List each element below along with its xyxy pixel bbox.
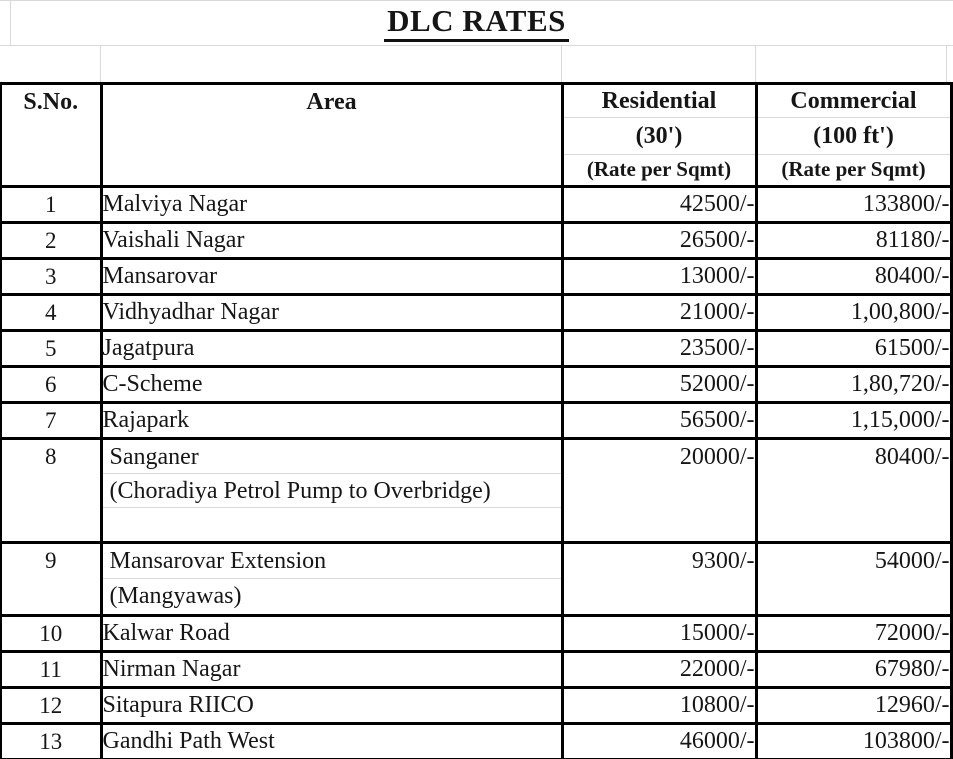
commercial-rate-cell: 80400/- <box>754 257 953 296</box>
commercial-rate-cell: 54000/- <box>754 541 953 617</box>
title-row: DLC RATES <box>0 0 953 46</box>
area-cell: C-Scheme <box>99 365 564 404</box>
commercial-rate-cell: 133800/- <box>754 185 953 224</box>
table-row: 9 Mansarovar Extension (Mangyawas) 9300/… <box>0 541 953 617</box>
header-cell-sno: S.No. <box>0 82 103 188</box>
gridline-vertical <box>10 1 11 45</box>
sno-cell: 10 <box>0 614 103 653</box>
table-row: 2 Vaishali Nagar 26500/- 81180/- <box>0 221 953 260</box>
area-line-2: (Choradiya Petrol Pump to Overbridge) <box>104 474 559 508</box>
area-cell: Sitapura RIICO <box>99 686 564 725</box>
area-cell: Malviya Nagar <box>99 185 564 224</box>
commercial-rate-cell: 1,15,000/- <box>754 401 953 440</box>
area-cell: Vidhyadhar Nagar <box>99 293 564 332</box>
area-cell: Vaishali Nagar <box>99 221 564 260</box>
gridline-vertical <box>946 46 947 82</box>
residential-rate-cell: 42500/- <box>560 185 758 224</box>
area-cell: Rajapark <box>99 401 564 440</box>
table-row: 5 Jagatpura 23500/- 61500/- <box>0 329 953 368</box>
area-cell: Kalwar Road <box>99 614 564 653</box>
area-cell: Nirman Nagar <box>99 650 564 689</box>
area-line-1: Sanganer <box>104 442 559 474</box>
sno-cell: 5 <box>0 329 103 368</box>
table-row: 4 Vidhyadhar Nagar 21000/- 1,00,800/- <box>0 293 953 332</box>
area-line-2: (Mangyawas) <box>109 583 242 609</box>
page-title: DLC RATES <box>384 3 569 43</box>
table-header-row: S.No. Area Residential (30') (Rate per S… <box>0 82 953 188</box>
gridline-vertical <box>561 46 562 82</box>
sno-cell: 2 <box>0 221 103 260</box>
table-row: 6 C-Scheme 52000/- 1,80,720/- <box>0 365 953 404</box>
gridline-vertical <box>755 46 756 82</box>
commercial-rate-cell: 1,80,720/- <box>754 365 953 404</box>
header-residential-width: (30') <box>565 118 753 155</box>
residential-rate-cell: 56500/- <box>560 401 758 440</box>
area-cell: Mansarovar Extension (Mangyawas) <box>99 541 564 617</box>
dlc-rates-table: S.No. Area Residential (30') (Rate per S… <box>0 82 953 759</box>
table-row: 12 Sitapura RIICO 10800/- 12960/- <box>0 686 953 725</box>
residential-rate-cell: 20000/- <box>560 437 758 544</box>
sno-cell: 4 <box>0 293 103 332</box>
residential-rate-cell: 22000/- <box>560 650 758 689</box>
sno-cell: 8 <box>0 437 103 544</box>
commercial-rate-cell: 1,00,800/- <box>754 293 953 332</box>
residential-rate-cell: 9300/- <box>560 541 758 617</box>
gridline-vertical <box>100 46 101 82</box>
commercial-rate-cell: 80400/- <box>754 437 953 544</box>
header-commercial-unit: (Rate per Sqmt) <box>781 157 926 181</box>
sno-cell: 7 <box>0 401 103 440</box>
commercial-rate-cell: 61500/- <box>754 329 953 368</box>
area-cell: Sanganer (Choradiya Petrol Pump to Overb… <box>99 437 564 544</box>
commercial-rate-cell: 81180/- <box>754 221 953 260</box>
header-commercial-label: Commercial <box>759 87 948 118</box>
spacer-row <box>0 46 953 82</box>
sno-cell: 3 <box>0 257 103 296</box>
header-area-label: Area <box>306 89 357 115</box>
header-sno-label: S.No. <box>23 89 79 115</box>
residential-rate-cell: 23500/- <box>560 329 758 368</box>
area-line-1: Mansarovar Extension <box>104 546 559 579</box>
residential-rate-cell: 15000/- <box>560 614 758 653</box>
header-cell-residential: Residential (30') (Rate per Sqmt) <box>560 82 758 188</box>
table-row: 13 Gandhi Path West 46000/- 103800/- <box>0 722 953 759</box>
table-row: 10 Kalwar Road 15000/- 72000/- <box>0 614 953 653</box>
area-cell: Jagatpura <box>99 329 564 368</box>
residential-rate-cell: 26500/- <box>560 221 758 260</box>
table-row: 1 Malviya Nagar 42500/- 133800/- <box>0 185 953 224</box>
header-cell-area: Area <box>99 82 564 188</box>
header-residential-label: Residential <box>565 87 753 118</box>
commercial-rate-cell: 67980/- <box>754 650 953 689</box>
sno-cell: 9 <box>0 541 103 617</box>
commercial-rate-cell: 72000/- <box>754 614 953 653</box>
sno-cell: 6 <box>0 365 103 404</box>
residential-rate-cell: 46000/- <box>560 722 758 759</box>
residential-rate-cell: 52000/- <box>560 365 758 404</box>
area-cell: Gandhi Path West <box>99 722 564 759</box>
commercial-rate-cell: 103800/- <box>754 722 953 759</box>
residential-rate-cell: 10800/- <box>560 686 758 725</box>
header-cell-commercial: Commercial (100 ft') (Rate per Sqmt) <box>754 82 953 188</box>
sno-cell: 13 <box>0 722 103 759</box>
table-row: 11 Nirman Nagar 22000/- 67980/- <box>0 650 953 689</box>
table-row: 8 Sanganer (Choradiya Petrol Pump to Ove… <box>0 437 953 544</box>
sno-cell: 12 <box>0 686 103 725</box>
area-cell: Mansarovar <box>99 257 564 296</box>
header-commercial-width: (100 ft') <box>759 118 948 155</box>
commercial-rate-cell: 12960/- <box>754 686 953 725</box>
table-row: 3 Mansarovar 13000/- 80400/- <box>0 257 953 296</box>
sno-cell: 11 <box>0 650 103 689</box>
residential-rate-cell: 13000/- <box>560 257 758 296</box>
table-row: 7 Rajapark 56500/- 1,15,000/- <box>0 401 953 440</box>
sno-cell: 1 <box>0 185 103 224</box>
residential-rate-cell: 21000/- <box>560 293 758 332</box>
header-residential-unit: (Rate per Sqmt) <box>586 157 732 181</box>
